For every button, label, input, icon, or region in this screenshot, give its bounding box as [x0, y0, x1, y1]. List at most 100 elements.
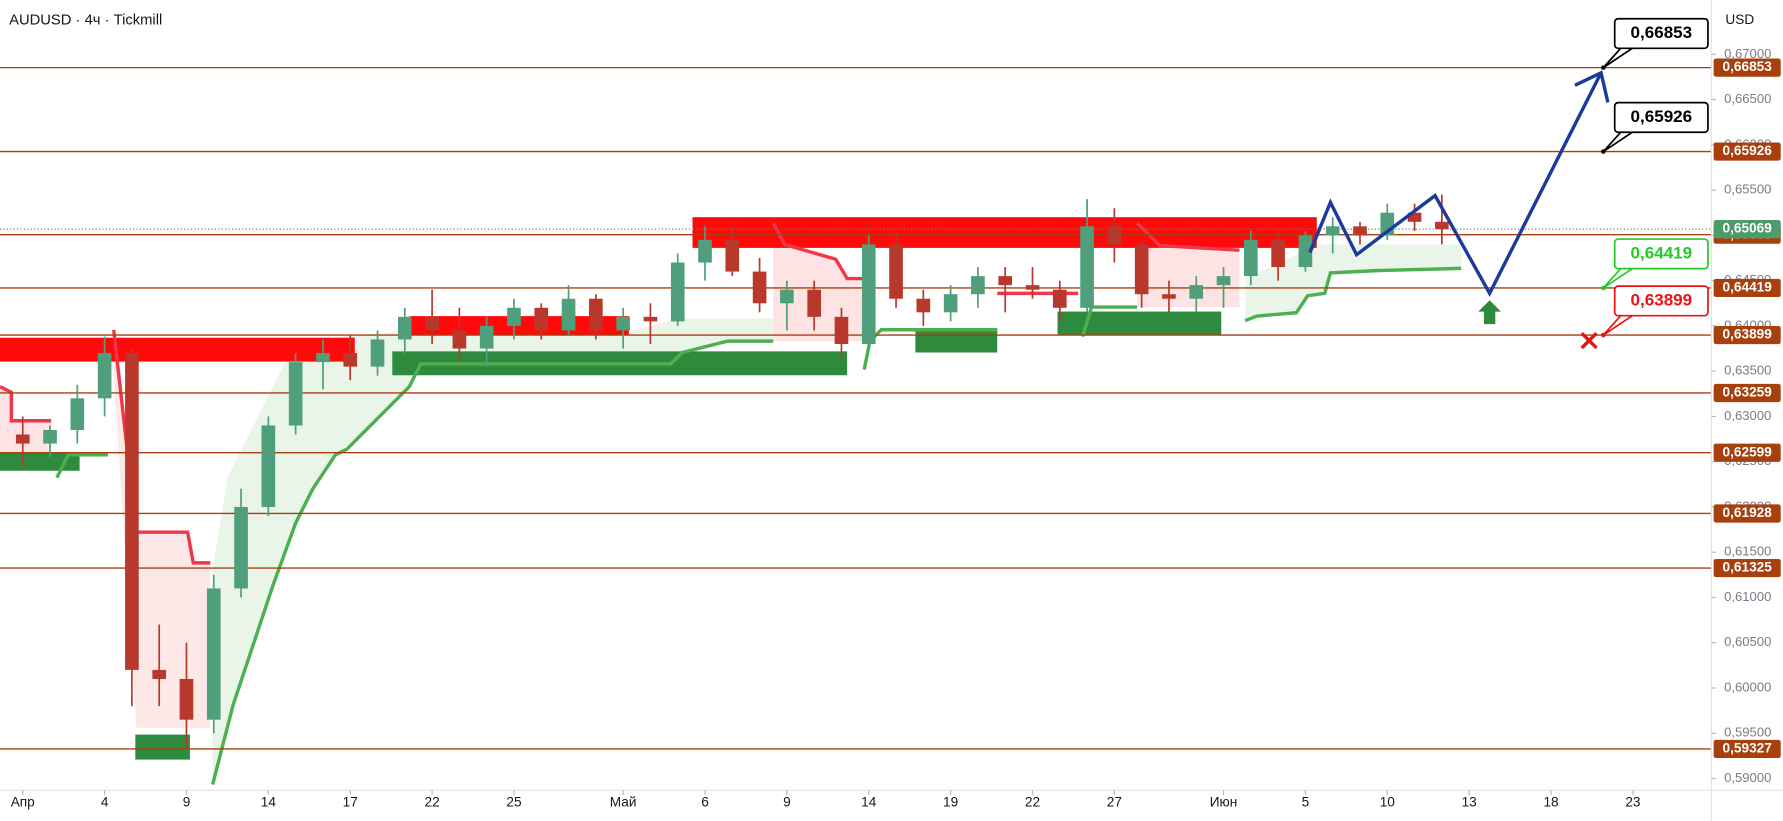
supply-zone [0, 337, 355, 362]
candle-body [261, 425, 276, 507]
candle-body [1244, 239, 1258, 277]
candle-body [1025, 285, 1040, 290]
candle-body [1052, 289, 1067, 308]
candle-body [643, 316, 658, 322]
callout-label: 0,63899 [1631, 290, 1693, 309]
level-label: 0,65926 [1723, 143, 1773, 158]
x-tick-label: 14 [861, 794, 877, 809]
candle-body [1435, 221, 1449, 230]
callout-box [1613, 17, 1709, 50]
trend-line-bull [55, 453, 109, 479]
candle-body [70, 398, 85, 431]
candle-body [834, 316, 849, 345]
candle-body [1298, 235, 1313, 268]
last-price-box [1713, 220, 1781, 239]
x-tick-label: 4 [101, 794, 109, 809]
y-tick-label: 0,63000 [1724, 408, 1771, 423]
x-tick-label: 10 [1380, 794, 1396, 809]
candle-body [807, 289, 821, 317]
bear-fill [1137, 222, 1240, 308]
projection-path [1308, 72, 1603, 298]
level-label-box [1713, 558, 1781, 578]
candle-body [179, 678, 194, 720]
candle-body [698, 239, 712, 263]
candle-body [889, 244, 903, 299]
candle-body [670, 262, 685, 322]
level-label-box [1713, 142, 1781, 161]
y-tick-label: 0,61500 [1724, 544, 1771, 559]
demand-zone [915, 329, 998, 353]
chart-title: AUDUSD · 4ч · Tickmill [9, 12, 162, 28]
level-label: 0,64419 [1723, 280, 1773, 295]
x-tick-label: 14 [261, 794, 277, 809]
x-tick-label: 25 [506, 794, 521, 809]
candle-body [752, 271, 767, 304]
candle-body [1134, 244, 1149, 295]
candle-body [534, 307, 549, 331]
candle-body [343, 353, 358, 367]
candle-body [479, 325, 494, 349]
y-tick-label: 0,59500 [1724, 725, 1771, 740]
candle-body [15, 434, 30, 444]
projection [1308, 70, 1610, 350]
y-tick-label: 0,60500 [1724, 634, 1771, 649]
y-tick-label: 0,66500 [1724, 91, 1771, 106]
candle-body [943, 294, 958, 313]
candle-body [616, 316, 630, 331]
trend-line-bull [1244, 266, 1462, 323]
projection-arrowhead [1574, 70, 1610, 103]
callout-box [1613, 101, 1709, 134]
stop-cross [1580, 331, 1598, 350]
candle-body [1080, 226, 1094, 308]
y-tick-label: 0,67000 [1724, 46, 1771, 61]
candle-body [452, 330, 467, 349]
candle-body [234, 506, 248, 589]
y-tick-label: 0,65500 [1724, 182, 1771, 197]
level-label-box [1713, 443, 1781, 462]
buy-arrow [1478, 300, 1501, 325]
candle-body [370, 339, 385, 367]
level-label: 0,61325 [1723, 560, 1773, 575]
callout-dot [1601, 332, 1606, 338]
y-tick-label: 0,63500 [1724, 363, 1771, 378]
level-label-box [1713, 278, 1781, 298]
x-tick-label: 17 [343, 794, 358, 809]
demand-zone [135, 734, 190, 760]
candle-body [589, 298, 603, 331]
y-tick-label: 0,60000 [1724, 679, 1771, 694]
callout-dot [1601, 285, 1606, 291]
level-label: 0,63899 [1723, 327, 1773, 342]
x-tick-label: 19 [943, 794, 958, 809]
candle-body [916, 298, 931, 313]
candle-body [780, 289, 794, 304]
y-tick-label: 0,61000 [1724, 589, 1771, 604]
candle-body [1162, 294, 1176, 299]
candle-body [561, 298, 576, 331]
level-label-box [1713, 383, 1781, 403]
currency-label: USD [1725, 12, 1754, 27]
candle-body [97, 353, 112, 399]
last-price-label: 0,65069 [1723, 221, 1773, 236]
x-tick-label: 18 [1543, 794, 1558, 809]
x-tick-label: Апр [11, 794, 35, 809]
trend-line-bull [210, 339, 774, 786]
candle-body [1271, 239, 1285, 268]
callout-dot [1601, 149, 1606, 154]
x-tick-label: 22 [425, 794, 440, 809]
candle-body [425, 316, 439, 331]
candle-body [316, 353, 330, 363]
level-label: 0,63259 [1723, 385, 1773, 400]
candle-body [1107, 226, 1122, 245]
x-tick-label: 13 [1462, 794, 1477, 809]
x-tick-label: 23 [1625, 794, 1640, 809]
callout-dot [1601, 65, 1606, 70]
x-tick-label: Май [610, 794, 637, 809]
supply-zone [692, 217, 1317, 248]
candle-body [725, 239, 740, 272]
candle-body [971, 276, 985, 295]
candle-body [1353, 226, 1367, 236]
bull-fill [212, 318, 774, 785]
